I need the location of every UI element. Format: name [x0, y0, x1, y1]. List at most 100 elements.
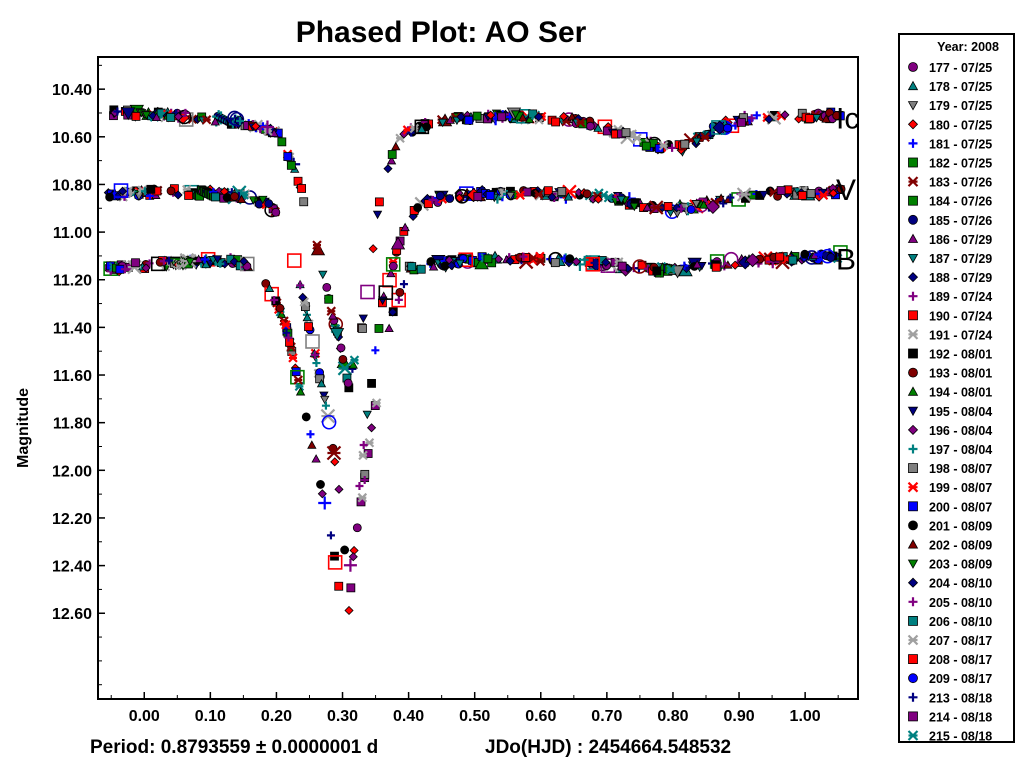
data-point — [505, 191, 516, 201]
data-point — [580, 255, 589, 264]
data-point — [349, 355, 360, 365]
data-point — [322, 283, 332, 292]
data-point — [730, 260, 740, 270]
band-label: B — [836, 243, 856, 276]
data-point — [388, 307, 398, 317]
legend-label: 199 - 08/07 — [929, 481, 992, 495]
legend-label: 214 - 08/18 — [929, 710, 992, 724]
data-point — [455, 259, 465, 269]
data-point — [371, 398, 382, 408]
data-point — [131, 258, 140, 268]
legend-marker — [907, 119, 919, 130]
data-point — [391, 141, 401, 151]
legend-label: 179 - 07/25 — [929, 99, 992, 113]
data-point — [344, 605, 354, 616]
data-point — [293, 375, 304, 385]
data-point — [210, 117, 220, 126]
data-point — [780, 110, 790, 120]
data-point — [211, 192, 220, 202]
legend-marker — [907, 233, 919, 243]
y-tick-label: 11.80 — [53, 416, 92, 433]
data-point — [334, 484, 344, 494]
data-point — [367, 378, 376, 388]
data-point — [343, 558, 357, 572]
data-point — [617, 261, 627, 271]
data-point — [284, 333, 293, 342]
data-point — [288, 353, 298, 363]
data-point — [275, 303, 285, 313]
period-text: Period: 0.8793559 ± 0.0000001 d — [90, 737, 378, 758]
data-point — [641, 141, 651, 151]
data-point — [632, 259, 647, 274]
legend-label: 178 - 07/25 — [929, 80, 992, 94]
data-point — [301, 412, 311, 422]
data-point — [666, 264, 676, 275]
data-point — [464, 115, 474, 125]
data-point — [270, 295, 279, 304]
legend-marker — [908, 692, 918, 702]
x-tick-label: 0.90 — [723, 708, 754, 725]
band-label: Ic — [836, 103, 859, 136]
x-tick-label: 1.00 — [790, 708, 821, 725]
data-point — [281, 320, 291, 330]
data-point — [296, 281, 305, 290]
data-point — [387, 150, 397, 159]
legend-marker — [907, 730, 919, 741]
data-point — [413, 203, 423, 213]
data-point — [386, 268, 396, 278]
data-point — [358, 314, 368, 324]
data-point — [621, 128, 631, 138]
data-point — [400, 222, 410, 232]
y-tick-label: 11.00 — [53, 225, 92, 242]
data-point — [239, 256, 249, 266]
data-point — [601, 257, 611, 267]
y-tick-label: 10.60 — [52, 130, 92, 147]
data-point — [264, 283, 275, 292]
data-point — [329, 328, 345, 342]
legend-marker — [908, 367, 918, 378]
legend-marker — [907, 481, 919, 493]
data-point — [131, 112, 141, 121]
data-point — [193, 254, 204, 263]
data-point — [378, 285, 394, 300]
data-point — [510, 110, 521, 119]
data-point — [216, 259, 225, 268]
x-axis: 0.00 0.10 0.20 0.30 0.40 0.50 0.60 0.70 0.80 0.90… — [110, 692, 839, 725]
data-point — [593, 123, 603, 132]
data-point — [386, 155, 397, 165]
y-axis: 10.40 10.60 10.80 11.00 11.20 11.40 11.60 11.80… — [52, 64, 105, 686]
data-point — [752, 111, 761, 120]
legend-marker — [908, 214, 918, 225]
legend-marker — [908, 673, 918, 684]
data-point — [550, 258, 560, 268]
data-point — [311, 454, 321, 463]
legend-label: 183 - 07/26 — [929, 176, 992, 190]
legend-label: 193 - 08/01 — [929, 367, 992, 381]
legend-label: 198 - 08/07 — [929, 462, 992, 476]
data-point — [282, 328, 291, 337]
data-point — [726, 193, 735, 202]
legend-label: 188 - 07/29 — [929, 271, 992, 285]
data-point — [691, 200, 701, 209]
y-tick-label: 12.60 — [52, 606, 92, 623]
data-point — [745, 253, 760, 268]
legend-marker — [908, 463, 918, 474]
data-point — [395, 287, 405, 297]
data-point — [390, 236, 406, 250]
legend-box — [898, 33, 1015, 743]
data-points — [103, 104, 848, 616]
data-point — [173, 190, 183, 200]
y-tick-label: 12.40 — [52, 559, 92, 576]
data-point — [121, 107, 136, 121]
plot-area — [97, 56, 859, 700]
data-point — [260, 120, 274, 134]
data-point — [533, 189, 544, 200]
data-point — [505, 256, 515, 266]
legend-marker — [907, 424, 919, 435]
data-point — [485, 191, 495, 200]
legend-label: 192 - 08/01 — [929, 348, 992, 362]
data-point — [118, 186, 128, 196]
data-point — [141, 111, 152, 120]
data-point — [473, 192, 483, 201]
